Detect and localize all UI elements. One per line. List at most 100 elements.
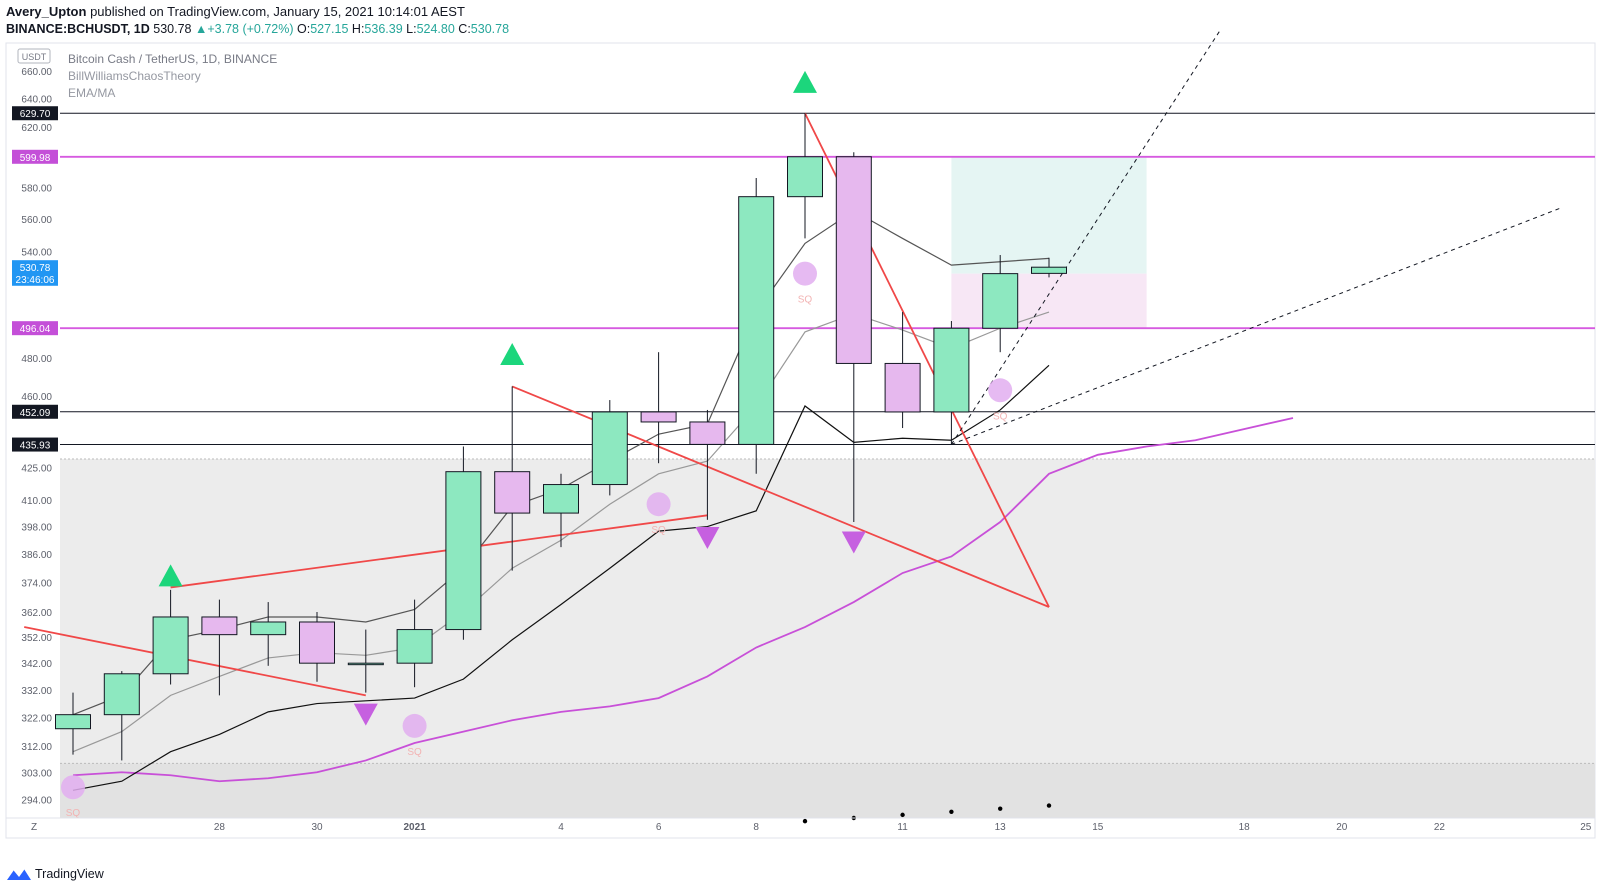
tradingview-brand[interactable]: TradingView (35, 867, 104, 881)
candle-body-up[interactable] (152, 616, 189, 675)
candle-body-down[interactable] (884, 362, 921, 413)
author-name[interactable]: Avery_Upton (6, 4, 87, 19)
price-tick-label: 312.00 (21, 742, 52, 753)
dashed-projection-line-1 (950, 30, 1221, 445)
squat-circle (988, 378, 1013, 403)
candle-body-down[interactable] (835, 156, 872, 364)
price-tick-label: 660.00 (21, 67, 52, 78)
profit-zone (951, 156, 1147, 274)
legend-indicator-chaos[interactable]: BillWilliamsChaosTheory (68, 69, 201, 83)
time-tick-label: 6 (656, 822, 662, 833)
candle-body-down[interactable] (689, 421, 726, 445)
last-price: 530.78 (153, 22, 192, 36)
open-value: 527.15 (310, 22, 349, 36)
change-value: +3.78 (+0.72%) (207, 22, 294, 36)
fractal-down-icon (353, 703, 378, 726)
price-badge-label: 452.09 (20, 408, 51, 419)
price-tick-label: 640.00 (21, 95, 52, 106)
alligator-dot (802, 818, 808, 824)
markers-layer: SQ SQ SQ SQ SQ (61, 70, 1052, 824)
time-tick-label: 11 (897, 822, 908, 833)
price-tick-label: 410.00 (21, 496, 52, 507)
fractal-down-icon (841, 531, 866, 554)
squat-label: SQ (651, 525, 666, 536)
candle-body-up[interactable] (250, 621, 287, 636)
price-badge-bg (12, 271, 58, 286)
price-tick-label: 342.00 (21, 659, 52, 670)
candles-layer[interactable] (55, 113, 1067, 761)
legend-indicator-ema[interactable]: EMA/MA (68, 86, 115, 100)
time-tick-label: 15 (1092, 822, 1104, 833)
candle-body-up[interactable] (787, 156, 823, 198)
alligator-dot (998, 806, 1003, 811)
squat-label: SQ (66, 808, 81, 819)
candle-body-up[interactable] (982, 273, 1019, 329)
candle-body-down[interactable] (640, 411, 677, 423)
time-tick-label: 2021 (403, 822, 426, 833)
candle-body-up[interactable] (543, 484, 579, 514)
candle-body-up[interactable] (1031, 266, 1067, 274)
fractal-up-icon (793, 70, 817, 93)
candle-body-up[interactable] (933, 327, 970, 413)
price-tick-label: 294.00 (21, 795, 52, 806)
price-tick-label: 560.00 (21, 215, 52, 226)
price-tick-label: 425.00 (21, 463, 52, 474)
price-tick-label: 540.00 (21, 248, 52, 259)
candle-body-up[interactable] (347, 662, 384, 666)
time-tick-label: 13 (995, 822, 1007, 833)
candle-body-up[interactable] (103, 673, 140, 716)
squat-label: SQ (798, 295, 813, 306)
candle-body-up[interactable] (396, 629, 433, 664)
close-value: 530.78 (470, 22, 510, 36)
candle-body-up[interactable] (445, 471, 482, 631)
published-text: published on TradingView.com, January 15… (90, 4, 465, 19)
high-label: H: (351, 22, 365, 36)
candle-body-up[interactable] (738, 196, 775, 445)
price-tick-label: 386.00 (21, 550, 52, 561)
time-tick-label: 25 (1580, 822, 1592, 833)
time-tick-label: 30 (311, 822, 323, 833)
alligator-dot (900, 812, 905, 818)
low-label: L: (406, 22, 417, 36)
legend-title: Bitcoin Cash / TetherUS, 1D, BINANCE (68, 52, 277, 66)
price-badge-label: 435.93 (20, 441, 51, 452)
price-tick-label: 322.00 (21, 713, 52, 724)
price-tick-label: 620.00 (21, 123, 52, 134)
tradingview-logo-icon (7, 868, 31, 880)
price-badge-label: 599.98 (20, 153, 51, 164)
candle-body-up[interactable] (55, 714, 91, 730)
candle-body-down[interactable] (201, 616, 238, 636)
candle-body-down[interactable] (494, 471, 531, 514)
publish-header: Avery_Upton published on TradingView.com… (6, 4, 465, 19)
low-value: 524.80 (416, 22, 455, 36)
candle-body-up[interactable] (591, 411, 628, 486)
price-badge-bg (12, 106, 58, 121)
price-tick-label: 374.00 (21, 579, 52, 590)
axes-layer: 660.00 640.00 620.00 580.00 560.00 540.00 480.… (6, 67, 1595, 833)
price-badge-bg (12, 437, 58, 452)
time-tick-label: 4 (558, 822, 564, 833)
currency-label: USDT (22, 52, 47, 62)
timezone-corner-label[interactable]: Z (31, 822, 37, 833)
fractal-up-icon (500, 343, 525, 366)
time-tick-label: 18 (1239, 822, 1251, 833)
price-badge-label: 629.70 (20, 109, 51, 120)
ma-series-line-1 (72, 417, 1294, 783)
lower-shade-band-2 (60, 763, 1595, 818)
price-tick-label: 352.00 (21, 633, 52, 644)
price-badge-label: 23:46:06 (16, 275, 55, 286)
candle-body-down[interactable] (299, 621, 335, 664)
tradingview-footer: TradingView (6, 866, 104, 882)
price-tick-label: 303.00 (21, 768, 52, 779)
price-tick-label: 480.00 (21, 354, 52, 365)
alligator-dot (1046, 803, 1052, 808)
price-tick-label: 398.00 (21, 523, 52, 534)
price-tick-label: 362.00 (21, 608, 52, 619)
price-tick-label: 580.00 (21, 183, 52, 194)
symbol-header: BINANCE:BCHUSDT, 1D 530.78 ▲+3.78 (+0.72… (6, 22, 509, 36)
fractal-down-icon (695, 526, 720, 549)
symbol-label: BINANCE:BCHUSDT, 1D (6, 22, 150, 36)
price-badge-label: 530.78 (20, 263, 51, 274)
price-tick-label: 332.00 (21, 686, 52, 697)
